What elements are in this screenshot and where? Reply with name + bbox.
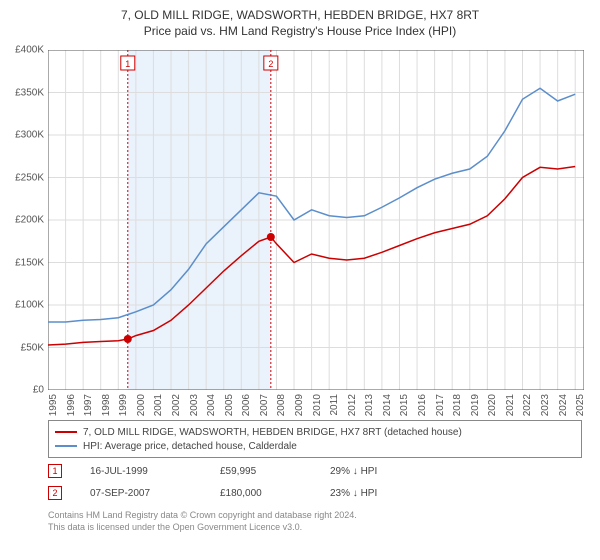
y-tick-label: £250K — [4, 172, 44, 183]
x-tick-label: 2009 — [294, 394, 305, 416]
x-tick-label: 2014 — [382, 394, 393, 416]
x-tick-label: 2000 — [136, 394, 147, 416]
chart-svg: 12 — [48, 50, 584, 390]
x-tick-label: 1998 — [101, 394, 112, 416]
x-tick-label: 2013 — [364, 394, 375, 416]
x-tick-label: 2006 — [241, 394, 252, 416]
x-tick-label: 2004 — [206, 394, 217, 416]
x-tick-label: 2011 — [329, 394, 340, 416]
footer-line-1: Contains HM Land Registry data © Crown c… — [48, 510, 357, 522]
x-tick-label: 2024 — [558, 394, 569, 416]
sale-1-date: 16-JUL-1999 — [90, 466, 220, 477]
sale-row-2: 2 07-SEP-2007 £180,000 23% ↓ HPI — [48, 482, 430, 504]
legend-label-property: 7, OLD MILL RIDGE, WADSWORTH, HEBDEN BRI… — [83, 427, 462, 438]
x-tick-label: 1995 — [48, 394, 59, 416]
sale-1-pct: 29% ↓ HPI — [330, 466, 430, 477]
y-tick-label: £350K — [4, 87, 44, 98]
sale-2-price: £180,000 — [220, 488, 330, 499]
x-tick-label: 2019 — [470, 394, 481, 416]
svg-text:1: 1 — [125, 59, 130, 69]
x-tick-label: 2020 — [487, 394, 498, 416]
sale-marker-1: 1 — [48, 464, 62, 478]
y-tick-label: £150K — [4, 257, 44, 268]
title-address: 7, OLD MILL RIDGE, WADSWORTH, HEBDEN BRI… — [0, 8, 600, 22]
footer: Contains HM Land Registry data © Crown c… — [48, 510, 357, 533]
legend-swatch-hpi — [55, 445, 77, 447]
x-tick-label: 2015 — [399, 394, 410, 416]
legend-label-hpi: HPI: Average price, detached house, Cald… — [83, 441, 297, 452]
legend: 7, OLD MILL RIDGE, WADSWORTH, HEBDEN BRI… — [48, 420, 582, 458]
x-tick-label: 2017 — [435, 394, 446, 416]
title-subtitle: Price paid vs. HM Land Registry's House … — [0, 24, 600, 38]
x-tick-label: 2012 — [347, 394, 358, 416]
x-tick-label: 2001 — [153, 394, 164, 416]
svg-text:2: 2 — [268, 59, 273, 69]
sale-1-price: £59,995 — [220, 466, 330, 477]
sale-marker-2: 2 — [48, 486, 62, 500]
x-tick-label: 1997 — [83, 394, 94, 416]
y-tick-label: £0 — [4, 385, 44, 396]
x-tick-label: 2005 — [224, 394, 235, 416]
x-tick-label: 2023 — [540, 394, 551, 416]
x-tick-label: 2021 — [505, 394, 516, 416]
y-tick-label: £400K — [4, 45, 44, 56]
legend-row-property: 7, OLD MILL RIDGE, WADSWORTH, HEBDEN BRI… — [55, 425, 575, 439]
x-tick-label: 1999 — [118, 394, 129, 416]
y-tick-label: £200K — [4, 215, 44, 226]
x-tick-label: 2008 — [276, 394, 287, 416]
sale-row-1: 1 16-JUL-1999 £59,995 29% ↓ HPI — [48, 460, 430, 482]
sale-2-pct: 23% ↓ HPI — [330, 488, 430, 499]
chart-container: 7, OLD MILL RIDGE, WADSWORTH, HEBDEN BRI… — [0, 0, 600, 560]
footer-line-2: This data is licensed under the Open Gov… — [48, 522, 357, 534]
x-tick-label: 2016 — [417, 394, 428, 416]
sale-2-date: 07-SEP-2007 — [90, 488, 220, 499]
y-tick-label: £100K — [4, 300, 44, 311]
sale-marker-2-num: 2 — [52, 488, 57, 498]
x-tick-label: 2010 — [312, 394, 323, 416]
title-block: 7, OLD MILL RIDGE, WADSWORTH, HEBDEN BRI… — [0, 0, 600, 38]
x-tick-label: 2003 — [189, 394, 200, 416]
x-tick-label: 2022 — [522, 394, 533, 416]
x-tick-label: 1996 — [66, 394, 77, 416]
y-tick-label: £50K — [4, 342, 44, 353]
sales-table: 1 16-JUL-1999 £59,995 29% ↓ HPI 2 07-SEP… — [48, 460, 430, 504]
x-tick-label: 2002 — [171, 394, 182, 416]
x-tick-label: 2018 — [452, 394, 463, 416]
legend-row-hpi: HPI: Average price, detached house, Cald… — [55, 439, 575, 453]
legend-swatch-property — [55, 431, 77, 433]
y-tick-label: £300K — [4, 130, 44, 141]
x-tick-label: 2007 — [259, 394, 270, 416]
sale-marker-1-num: 1 — [52, 466, 57, 476]
x-tick-label: 2025 — [575, 394, 586, 416]
chart-area: 12 £0£50K£100K£150K£200K£250K£300K£350K£… — [48, 50, 584, 390]
